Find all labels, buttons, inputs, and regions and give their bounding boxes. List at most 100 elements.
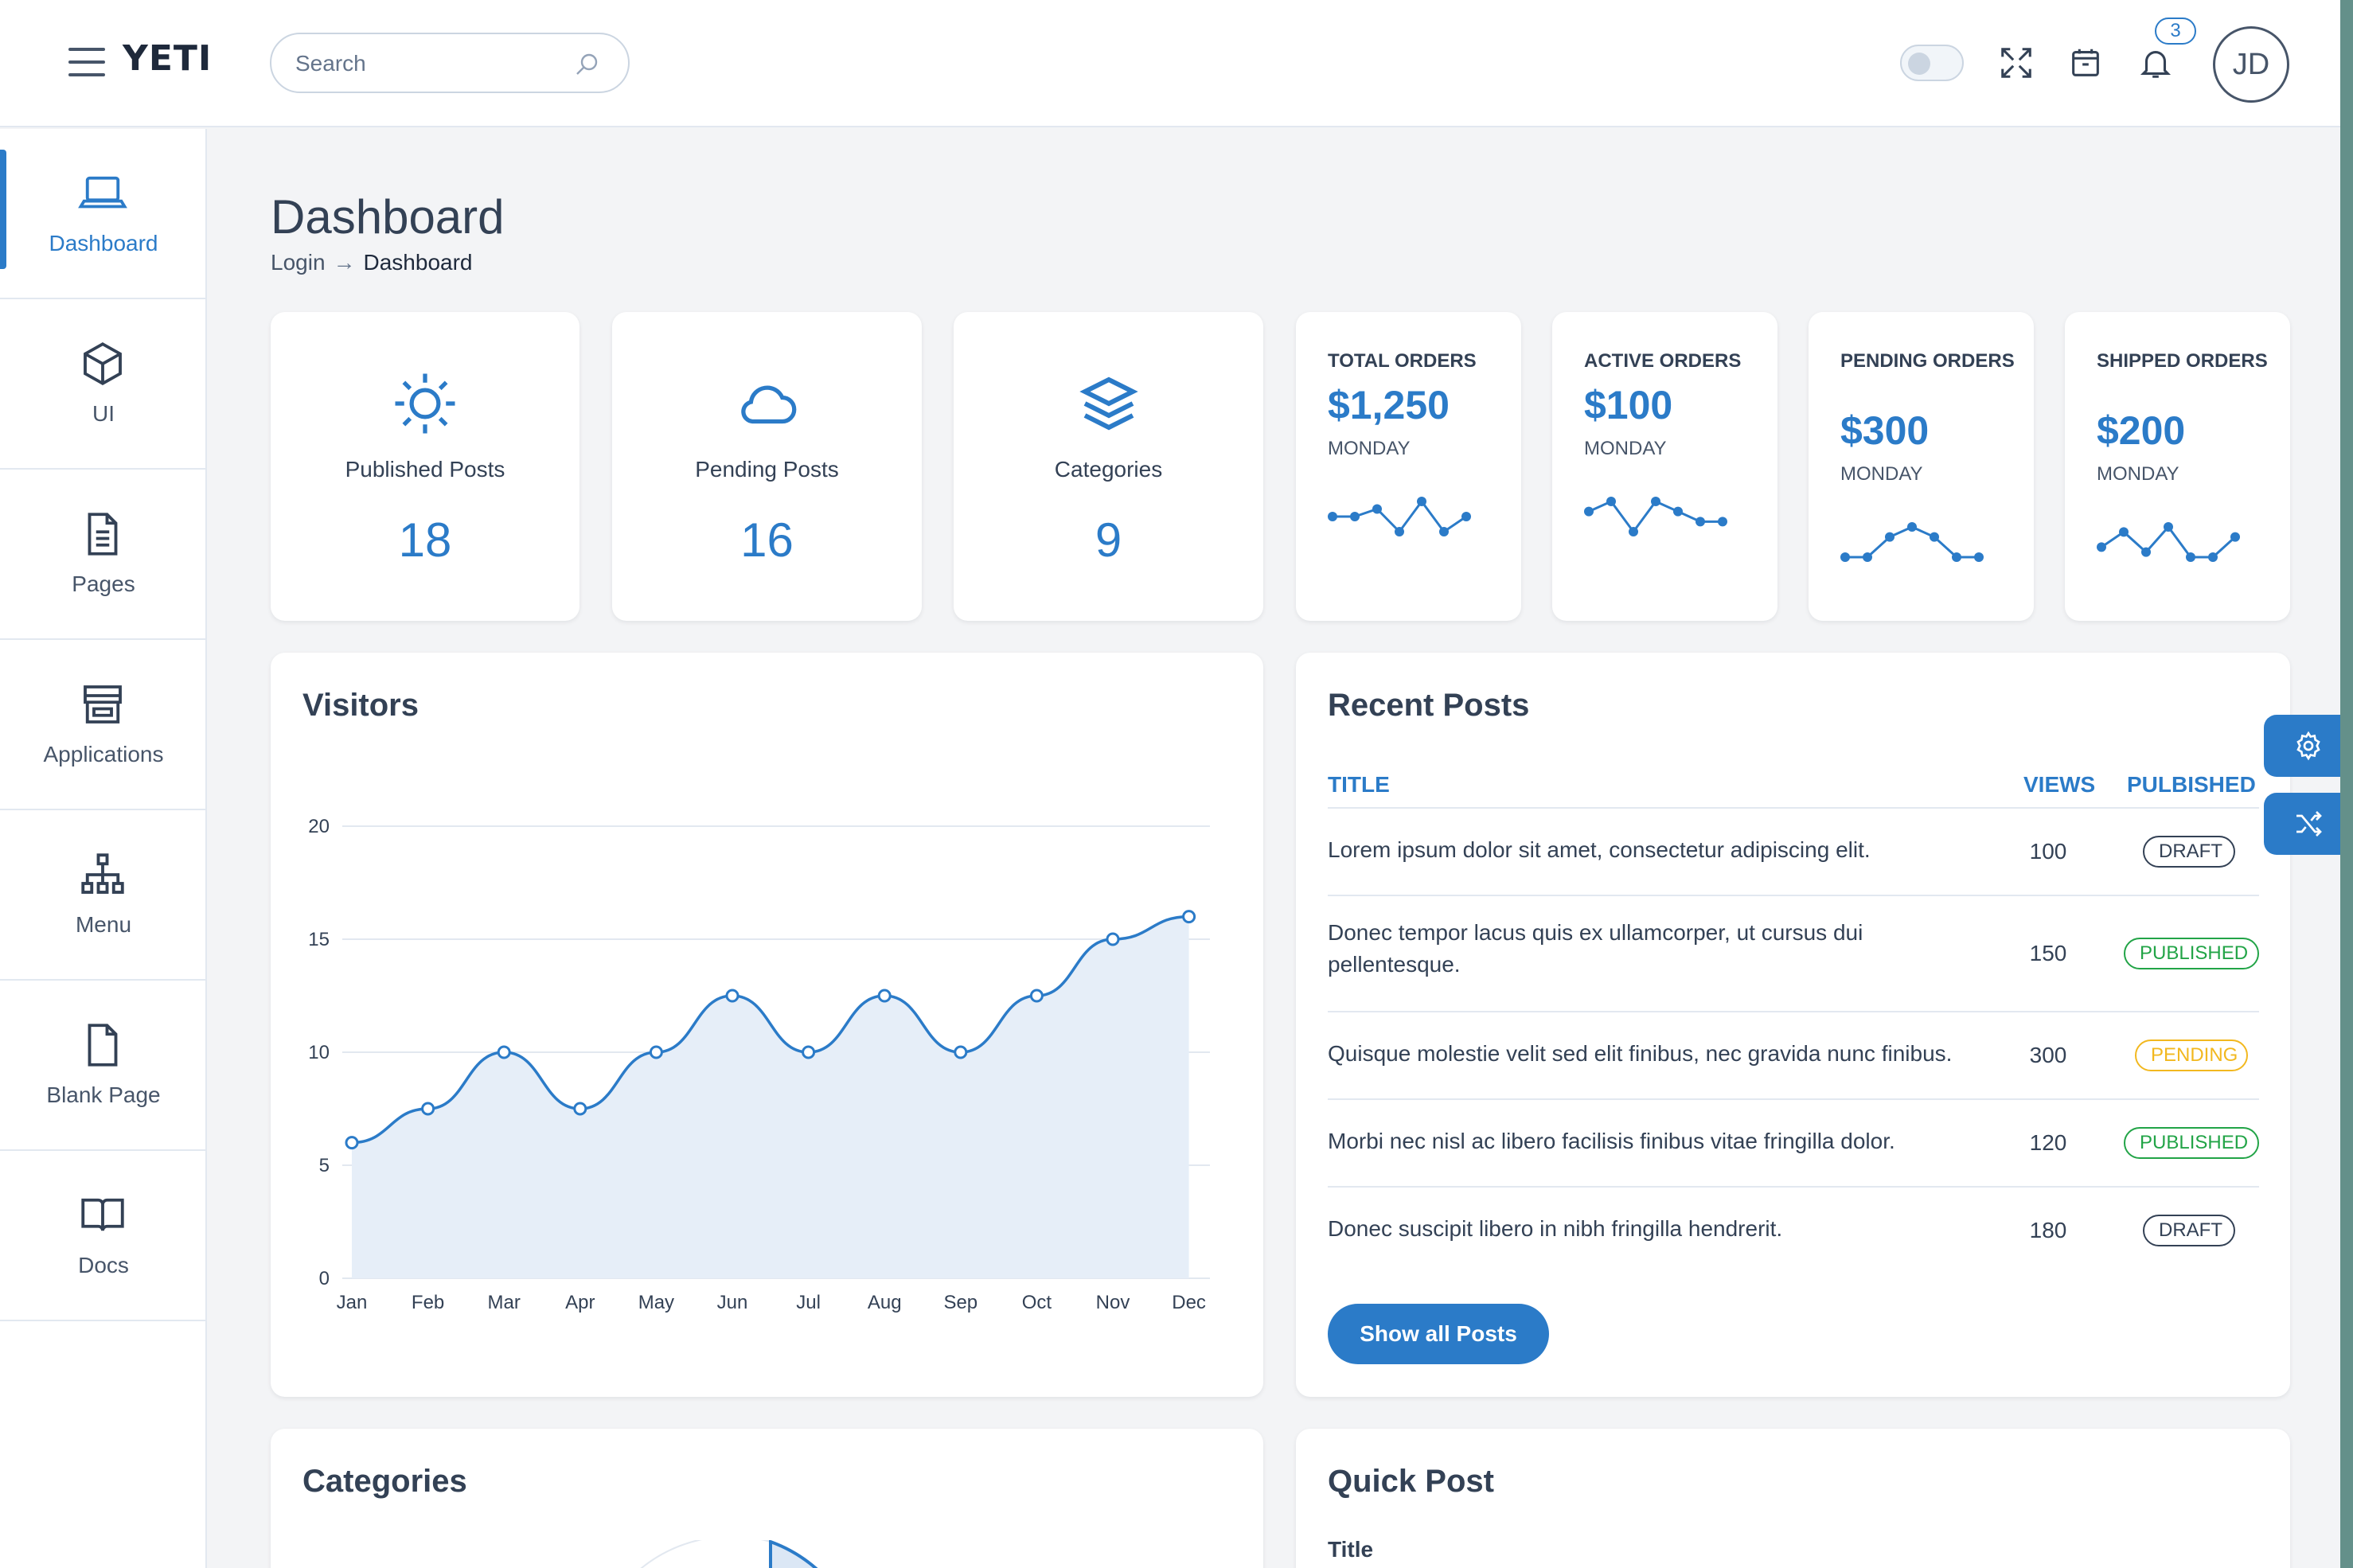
order-label: PENDING ORDERS xyxy=(1840,350,2015,372)
categories-pie-chart xyxy=(640,1540,818,1568)
y-tick-label: 15 xyxy=(308,929,330,950)
sidebar-item-menu[interactable]: Menu xyxy=(0,810,207,981)
data-point[interactable] xyxy=(877,989,892,1003)
page-title: Dashboard xyxy=(271,190,505,244)
sidebar-item-dashboard[interactable]: Dashboard xyxy=(0,129,207,299)
column-header-title[interactable]: TITLE xyxy=(1328,772,1390,797)
table-row[interactable]: Quisque molestie velit sed elit finibus,… xyxy=(1328,1011,2259,1098)
title-field-label: Title xyxy=(1328,1537,1374,1562)
sparkline-point xyxy=(1417,497,1426,506)
show-all-posts-button[interactable]: Show all Posts xyxy=(1328,1304,1549,1364)
shuffle-float-button[interactable] xyxy=(2264,793,2353,855)
categories-card: Categories xyxy=(271,1429,1263,1568)
sidebar-item-applications[interactable]: Applications xyxy=(0,640,207,810)
sparkline-point xyxy=(1328,512,1337,521)
order-card-active: ACTIVE ORDERS $100 MONDAY xyxy=(1552,312,1777,621)
menu-toggle-icon[interactable] xyxy=(68,48,105,76)
brand-logo[interactable]: YETI xyxy=(123,38,213,79)
data-point[interactable] xyxy=(1182,910,1196,924)
status-badge: PUBLISHED xyxy=(2124,1127,2259,1159)
sparkline-point xyxy=(2230,532,2240,542)
sparkline-point xyxy=(2208,552,2218,562)
sparkline-point xyxy=(1863,552,1872,562)
column-header-published[interactable]: PULBISHED xyxy=(2127,772,2256,797)
sidebar-item-docs[interactable]: Docs xyxy=(0,1151,207,1321)
order-label: ACTIVE ORDERS xyxy=(1584,350,1742,372)
stat-label: Published Posts xyxy=(345,457,505,482)
sparkline-point xyxy=(1974,552,1984,562)
store-icon xyxy=(84,685,122,724)
post-title: Donec tempor lacus quis ex ullamcorper, … xyxy=(1328,920,1863,977)
sidebar-item-label: UI xyxy=(92,401,115,426)
dark-mode-toggle[interactable] xyxy=(1900,45,1964,81)
data-point[interactable] xyxy=(1106,932,1120,946)
settings-float-button[interactable] xyxy=(2264,715,2353,777)
sidebar-item-label: Pages xyxy=(72,571,135,596)
data-point[interactable] xyxy=(1029,989,1044,1003)
sparkline-point xyxy=(1629,527,1638,536)
stat-card-categories: Categories 9 xyxy=(954,312,1263,621)
stat-card-published-posts: Published Posts 18 xyxy=(271,312,579,621)
data-point[interactable] xyxy=(725,989,739,1003)
post-title: Lorem ipsum dolor sit amet, consectetur … xyxy=(1328,837,1871,862)
sparkline-point xyxy=(2097,542,2106,552)
order-day: MONDAY xyxy=(2097,463,2179,485)
data-point[interactable] xyxy=(421,1102,435,1116)
data-point[interactable] xyxy=(573,1102,587,1116)
order-value: $300 xyxy=(1840,408,1930,453)
fullscreen-icon[interactable] xyxy=(1998,45,2035,81)
breadcrumb-current: Dashboard xyxy=(363,250,473,275)
search-icon[interactable] xyxy=(572,50,601,79)
data-point[interactable] xyxy=(649,1045,663,1059)
status-badge: PUBLISHED xyxy=(2124,938,2259,969)
sparkline-point xyxy=(1930,532,1939,542)
data-point[interactable] xyxy=(345,1136,359,1150)
sparkline-point xyxy=(2141,547,2151,557)
inbox-icon[interactable] xyxy=(2067,45,2104,81)
post-views: 300 xyxy=(2029,1043,2067,1067)
order-value: $200 xyxy=(2097,408,2186,453)
x-tick-label: Jun xyxy=(717,1292,748,1313)
stat-label: Pending Posts xyxy=(695,457,839,482)
search-box[interactable] xyxy=(270,33,630,93)
data-point[interactable] xyxy=(802,1045,816,1059)
area-fill xyxy=(352,916,1189,1278)
x-tick-label: Feb xyxy=(412,1292,444,1313)
table-row[interactable]: Morbi nec nisl ac libero facilisis finib… xyxy=(1328,1098,2259,1186)
series-line xyxy=(351,915,1189,1145)
order-card-pending: PENDING ORDERS $300 MONDAY xyxy=(1809,312,2034,621)
visitors-title: Visitors xyxy=(302,688,419,723)
visitors-card: Visitors 0 5 10 15 20 Jan Feb Mar Apr May Jun Jul Au… xyxy=(271,653,1263,1397)
x-tick-label: Oct xyxy=(1022,1292,1052,1313)
data-point[interactable] xyxy=(497,1045,511,1059)
sidebar-item-label: Docs xyxy=(78,1253,129,1277)
window-edge xyxy=(2340,0,2353,1568)
sparkline-point xyxy=(1885,532,1894,542)
notification-badge: 3 xyxy=(2155,18,2196,45)
sparkline xyxy=(1840,522,1984,562)
sidebar: Dashboard UI Pages Applications Menu Bla… xyxy=(0,129,207,1568)
sparkline-point xyxy=(1461,512,1471,521)
quick-post-title: Quick Post xyxy=(1328,1464,1494,1499)
sidebar-item-pages[interactable]: Pages xyxy=(0,470,207,640)
document-icon xyxy=(88,513,118,556)
sidebar-item-ui[interactable]: UI xyxy=(0,299,207,470)
column-header-views[interactable]: VIEWS xyxy=(2023,772,2096,797)
post-title: Quisque molestie velit sed elit finibus,… xyxy=(1328,1041,1953,1066)
table-row[interactable]: Donec tempor lacus quis ex ullamcorper, … xyxy=(1328,895,2259,1011)
table-row[interactable]: Lorem ipsum dolor sit amet, consectetur … xyxy=(1328,807,2259,895)
avatar[interactable]: JD xyxy=(2213,26,2289,103)
breadcrumb-link-login[interactable]: Login xyxy=(271,250,326,275)
x-tick-label: Jul xyxy=(796,1292,821,1313)
table-row[interactable]: Donec suscipit libero in nibh fringilla … xyxy=(1328,1186,2259,1274)
sparkline-point xyxy=(1584,506,1594,517)
sparkline-point xyxy=(1952,552,1961,562)
sparkline-point xyxy=(2186,552,2195,562)
sidebar-item-blank-page[interactable]: Blank Page xyxy=(0,981,207,1151)
bell-icon[interactable] xyxy=(2137,45,2174,81)
status-badge: PENDING xyxy=(2135,1039,2248,1071)
stat-label: Categories xyxy=(1054,457,1163,482)
search-input[interactable] xyxy=(295,45,566,82)
data-point[interactable] xyxy=(954,1045,968,1059)
x-tick-label: Nov xyxy=(1096,1292,1130,1313)
